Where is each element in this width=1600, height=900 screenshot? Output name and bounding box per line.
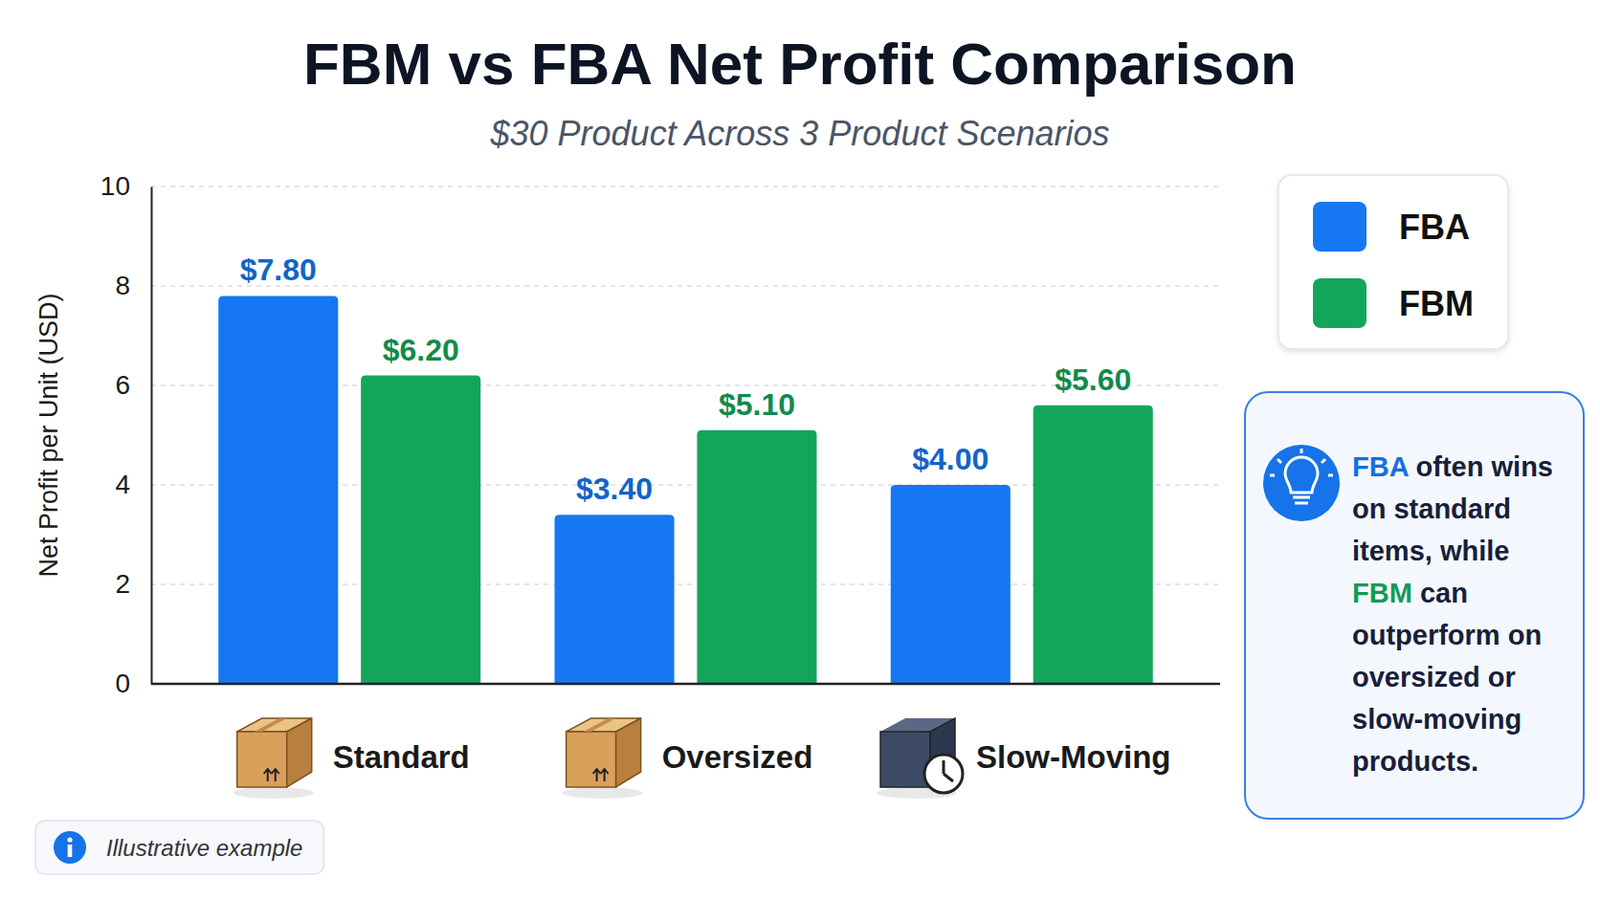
bar	[696, 430, 817, 685]
grid	[151, 186, 1221, 685]
icon-shadow	[562, 787, 644, 800]
icon-part	[66, 837, 72, 843]
annotation-word: on	[1352, 493, 1386, 525]
icon-part	[1269, 448, 1334, 476]
legend-box	[1278, 175, 1509, 350]
y-axis-title: Net Profit per Unit (USD)	[34, 292, 64, 578]
legend-swatch	[1312, 201, 1367, 252]
legend-label: FBA	[1399, 207, 1470, 247]
info-icon	[53, 831, 87, 865]
category-icon	[233, 718, 314, 800]
bar	[360, 376, 481, 685]
icon-part	[1285, 457, 1318, 504]
annotation: FBA often wins on standard items, while FBM…	[1244, 392, 1584, 820]
icon-part	[53, 831, 87, 865]
icon-part	[616, 718, 642, 788]
y-tick: 8	[114, 270, 152, 301]
icon-part	[1263, 444, 1340, 522]
y-tick-label: 2	[114, 569, 131, 600]
annotation-word: outperform	[1352, 620, 1501, 651]
grid-line	[151, 683, 1221, 686]
annotation-word: wins	[1483, 451, 1554, 483]
annotation-word: FBM	[1352, 577, 1413, 609]
annotation-icon	[1263, 444, 1340, 522]
annotation-box	[1244, 392, 1584, 820]
bar	[555, 514, 675, 685]
icon-part	[287, 718, 312, 788]
x-tick-label: Standard	[333, 739, 470, 776]
icon-part	[943, 760, 954, 782]
annotation-word: items,	[1352, 535, 1433, 567]
note-text: Illustrative example	[106, 835, 303, 862]
y-tick: 10	[100, 171, 152, 201]
annotation-word: FBA	[1352, 451, 1410, 483]
grid-line	[151, 185, 1221, 188]
y-axis: 0 2 4 6 8 10	[100, 171, 153, 699]
annotation-word: oversized	[1352, 662, 1481, 693]
badge-box	[35, 821, 324, 875]
title: FBM vs FBA Net Profit Comparison	[303, 30, 1297, 97]
legend-item: FBA	[1312, 201, 1470, 252]
y-axis-line	[151, 187, 154, 686]
annotation-text: FBA often wins on standard items, while FBM…	[1352, 451, 1554, 778]
icon-part	[924, 755, 963, 794]
icon-part	[67, 844, 73, 858]
legend-label: FBM	[1399, 284, 1474, 324]
legend-swatch	[1312, 278, 1367, 329]
icon-part	[880, 732, 931, 788]
y-tick-label: 0	[114, 668, 131, 699]
y-tick-label: 4	[114, 469, 131, 500]
legend: FBA FBM	[1278, 175, 1509, 350]
annotation-word: can	[1412, 577, 1468, 609]
bar	[1033, 405, 1154, 685]
icon-part	[264, 769, 280, 782]
x-tick-label: Oversized	[662, 739, 814, 776]
icon-part	[566, 732, 617, 788]
y-tick: 2	[114, 569, 152, 600]
annotation-word: slow-moving	[1352, 704, 1522, 735]
note-badge: Illustrative example	[35, 821, 324, 875]
annotation-word: on	[1500, 620, 1543, 651]
category-icon	[876, 718, 963, 800]
annotation-word: or	[1480, 662, 1516, 693]
annotation-word: standard	[1385, 493, 1512, 525]
bar	[218, 295, 338, 685]
y-tick-label: 8	[114, 270, 131, 301]
data-label: $3.40	[576, 471, 653, 507]
y-tick-label: 6	[114, 370, 131, 400]
x-tick: Oversized	[662, 684, 814, 776]
category-icon	[562, 718, 644, 800]
annotation-word: while	[1432, 535, 1511, 567]
icon-part	[254, 718, 288, 733]
x-tick: Slow-Moving	[976, 684, 1171, 776]
y-tick-label: 10	[100, 171, 131, 201]
chart: FBM vs FBA Net Profit Comparison $30 Prod…	[0, 0, 1600, 900]
subtitle: $30 Product Across 3 Product Scenarios	[489, 113, 1111, 154]
data-label: $5.10	[718, 387, 796, 423]
legend-item: FBM	[1312, 278, 1474, 329]
icon-shadow	[233, 787, 314, 800]
x-axis-line	[151, 683, 1221, 687]
annotation-word: products.	[1352, 746, 1479, 778]
data-label: $7.80	[240, 252, 317, 288]
x-tick: Standard	[333, 684, 470, 776]
bars	[218, 295, 1153, 685]
icon-part	[593, 769, 609, 782]
data-label: $5.60	[1054, 362, 1132, 398]
x-tick-label: Slow-Moving	[976, 739, 1171, 776]
y-tick: 6	[114, 370, 152, 400]
data-labels: $7.80 $3.40 $4.00 $6.20 $5.10 $5.60	[240, 252, 1132, 507]
icon-part	[237, 732, 288, 788]
annotation-word: often	[1408, 451, 1485, 483]
icon-part	[583, 718, 617, 733]
data-label: $6.20	[382, 333, 460, 368]
category-icons	[233, 718, 963, 800]
data-label: $4.00	[911, 442, 989, 477]
y-tick: 0	[114, 668, 152, 699]
bar	[890, 485, 1011, 685]
y-tick: 4	[114, 469, 152, 500]
